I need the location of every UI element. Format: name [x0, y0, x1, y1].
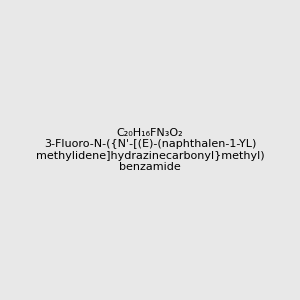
- Text: C₂₀H₁₆FN₃O₂
3-Fluoro-N-({N'-[(E)-(naphthalen-1-YL)
methylidene]hydrazinecarbonyl: C₂₀H₁₆FN₃O₂ 3-Fluoro-N-({N'-[(E)-(naphth…: [36, 128, 264, 172]
